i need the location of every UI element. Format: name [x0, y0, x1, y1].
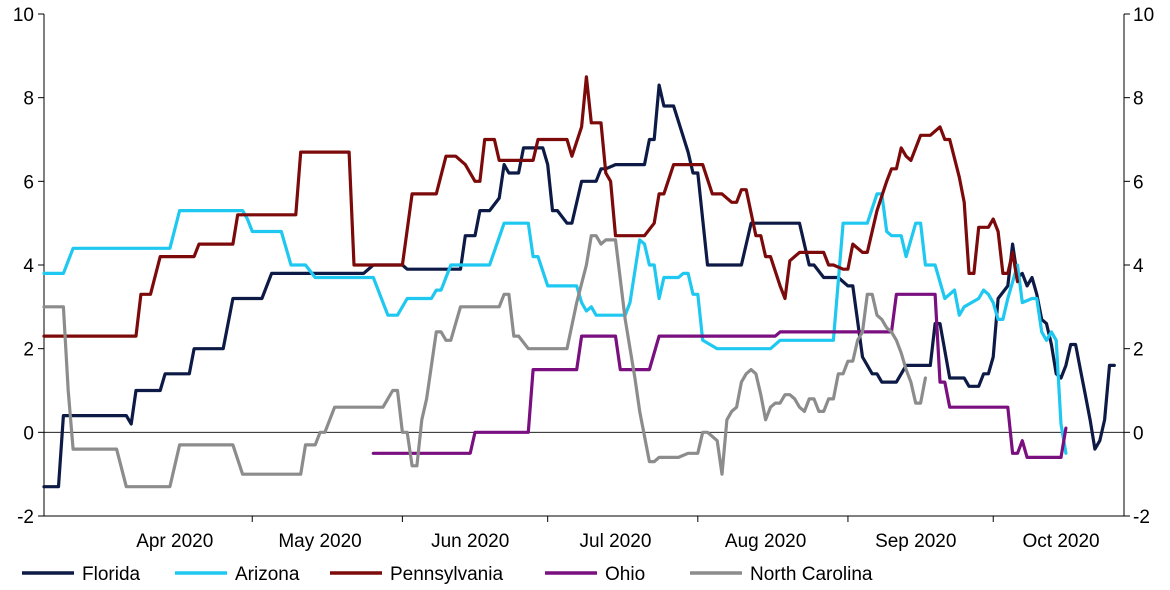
series-line-north-carolina	[42, 234, 928, 489]
series-line-pennsylvania	[42, 75, 1020, 338]
x-tick-label: Apr 2020	[136, 531, 213, 552]
y-tick-label-left: 10	[13, 5, 34, 26]
x-tick-label: Jun 2020	[431, 531, 509, 552]
y-tick-label-right: -2	[1133, 507, 1150, 528]
x-tick-label: Oct 2020	[1022, 531, 1099, 552]
axes: -2 -2 0 0 2 2 4 4 6 6 8 8 10 10 Apr 2020 May 2020 Jun 20…	[13, 5, 1154, 552]
y-tick-label-left: 2	[23, 340, 34, 361]
legend-label-ohio: Ohio	[605, 564, 645, 585]
y-tick-label-left: -2	[17, 507, 34, 528]
legend-label-north-carolina: North Carolina	[750, 564, 873, 585]
y-tick-label-right: 0	[1133, 423, 1144, 444]
y-tick-label-right: 2	[1133, 340, 1144, 361]
x-tick-label: Jul 2020	[580, 531, 652, 552]
series-line-arizona	[42, 192, 1068, 455]
x-tick-label: Sep 2020	[875, 531, 956, 552]
series-lines	[42, 75, 1116, 489]
series-line-florida	[42, 83, 1116, 489]
x-tick-label: Aug 2020	[725, 531, 806, 552]
y-tick-label-right: 8	[1133, 89, 1144, 110]
y-tick-label-left: 8	[23, 89, 34, 110]
y-tick-label-left: 6	[23, 172, 34, 193]
legend-label-pennsylvania: Pennsylvania	[390, 564, 503, 585]
x-tick-label: May 2020	[278, 531, 361, 552]
legend: Florida Arizona Pennsylvania Ohio North Caro…	[22, 564, 873, 585]
y-tick-label-right: 4	[1133, 256, 1144, 277]
y-tick-label-right: 10	[1133, 5, 1154, 26]
y-tick-label-left: 4	[23, 256, 34, 277]
series-line-ohio	[371, 292, 1068, 459]
legend-label-florida: Florida	[82, 564, 141, 585]
y-tick-label-left: 0	[23, 423, 34, 444]
y-tick-label-right: 6	[1133, 172, 1144, 193]
legend-label-arizona: Arizona	[235, 564, 300, 585]
